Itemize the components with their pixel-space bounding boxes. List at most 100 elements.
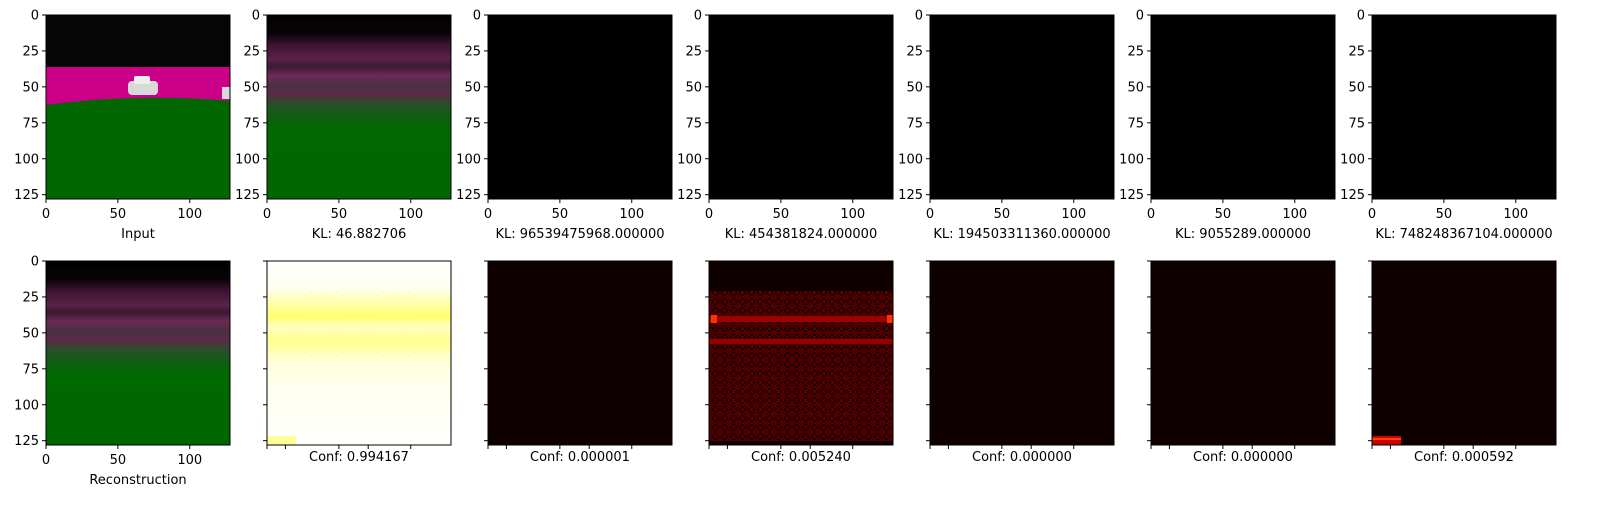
heatmap-texture [709,291,893,441]
panel-caption: Conf: 0.000000 [972,450,1072,465]
x-tick-label: 100 [840,207,865,222]
panel-caption: KL: 9055289.000000 [1175,227,1311,242]
y-tick-label: 0 [473,9,481,24]
black-image [488,15,672,199]
y-tick-label: 75 [22,362,39,377]
y-tick-label: 25 [464,44,481,59]
x-tick-label: 100 [398,207,423,222]
y-tick-label: 100 [1119,152,1144,167]
y-tick-label: 100 [14,152,39,167]
panel-2-5: Conf: 0.000000 [926,260,1115,465]
panel-1-6: 0 50 100 0 25 50 75 100 125 KL: 9055289.000000 [1119,9,1336,242]
y-tick-label: 25 [243,44,260,59]
heatmap-hotspot [887,315,893,323]
y-tick-label: 100 [456,152,481,167]
x-tick-label: 0 [1368,207,1376,222]
panel-frame [487,14,673,200]
x-tick-label: 0 [42,453,50,468]
panel-frame [1371,260,1557,446]
x-tick-label: 100 [619,207,644,222]
y-tick-label: 75 [906,116,923,131]
y-tick-label: 50 [22,326,39,341]
y-tick-label: 100 [14,398,39,413]
panel-caption: Reconstruction [89,473,186,488]
y-tick-label: 25 [1127,44,1144,59]
panel-frame [266,14,452,200]
panel-frame [708,260,894,446]
confidence-heatmap [930,261,1114,445]
y-tick-label: 0 [915,9,923,24]
panel-caption: KL: 96539475968.000000 [495,227,664,242]
y-tick-label: 75 [22,116,39,131]
y-tick-label: 125 [677,188,702,203]
y-tick-label: 125 [1119,188,1144,203]
x-tick-label: 0 [42,207,50,222]
heatmap-band [709,339,893,344]
x-tick-label: 50 [994,207,1011,222]
car-roof-shape [134,76,150,84]
y-tick-label: 50 [685,80,702,95]
panel-frame [45,14,231,200]
panel-2-4: Conf: 0.005240 [705,260,894,465]
y-tick-label: 0 [1136,9,1144,24]
panel-frame [929,260,1115,446]
car-shape [128,81,158,95]
panels-layer: 0 50 100 0 25 50 75 100 125 Input 0 50 100 0 25 50 75 100… [14,9,1557,488]
panel-caption: Conf: 0.000000 [1193,450,1293,465]
y-tick-label: 125 [898,188,923,203]
panel-frame [929,14,1115,200]
panel-frame [487,260,673,446]
panel-1-5: 0 50 100 0 25 50 75 100 125 KL: 194503311360.0000… [898,9,1115,242]
x-tick-label: 100 [177,453,202,468]
black-image [1151,15,1335,199]
panel-frame [1371,14,1557,200]
x-tick-label: 0 [484,207,492,222]
x-tick-label: 50 [552,207,569,222]
panel-2-1: 0 50 100 0 25 50 75 100 125 Reconstruction [14,255,231,488]
x-tick-label: 50 [1436,207,1453,222]
panel-caption: Conf: 0.000592 [1414,450,1514,465]
y-tick-label: 125 [456,188,481,203]
y-tick-label: 0 [31,255,39,270]
x-tick-label: 50 [110,453,127,468]
y-tick-label: 25 [685,44,702,59]
panel-1-1: 0 50 100 0 25 50 75 100 125 Input [14,9,231,242]
y-tick-label: 25 [906,44,923,59]
y-tick-label: 0 [31,9,39,24]
panel-1-2: 0 50 100 0 25 50 75 100 125 KL: 46.882706 [235,9,452,242]
heatmap-corner-block [267,436,296,445]
x-tick-label: 100 [1282,207,1307,222]
reconstruction-image [46,261,230,445]
panel-2-3: Conf: 0.000001 [484,260,673,465]
panel-2-6: Conf: 0.000000 [1147,260,1336,465]
y-tick-label: 75 [1348,116,1365,131]
x-tick-label: 100 [1061,207,1086,222]
black-image [1372,15,1556,199]
panel-caption: KL: 46.882706 [312,227,407,242]
x-tick-label: 0 [926,207,934,222]
y-tick-label: 75 [464,116,481,131]
y-tick-label: 125 [235,188,260,203]
x-tick-label: 0 [1147,207,1155,222]
panel-caption: KL: 194503311360.000000 [933,227,1110,242]
y-tick-label: 75 [1127,116,1144,131]
y-tick-label: 50 [1348,80,1365,95]
y-tick-label: 25 [22,44,39,59]
x-tick-label: 50 [331,207,348,222]
y-tick-label: 25 [1348,44,1365,59]
panel-caption: Conf: 0.994167 [309,450,409,465]
panel-1-7: 0 50 100 0 25 50 75 100 125 KL: 748248367104.0000… [1340,9,1557,242]
black-image [930,15,1114,199]
y-tick-label: 50 [1127,80,1144,95]
y-tick-label: 25 [22,290,39,305]
y-tick-label: 75 [685,116,702,131]
y-tick-label: 0 [1357,9,1365,24]
panel-2-7: Conf: 0.000592 [1368,260,1557,465]
heatmap-texture [267,291,451,361]
y-tick-label: 50 [243,80,260,95]
x-tick-label: 50 [1215,207,1232,222]
x-tick-label: 0 [263,207,271,222]
y-tick-label: 50 [22,80,39,95]
heatmap-corner-line [1372,438,1401,440]
